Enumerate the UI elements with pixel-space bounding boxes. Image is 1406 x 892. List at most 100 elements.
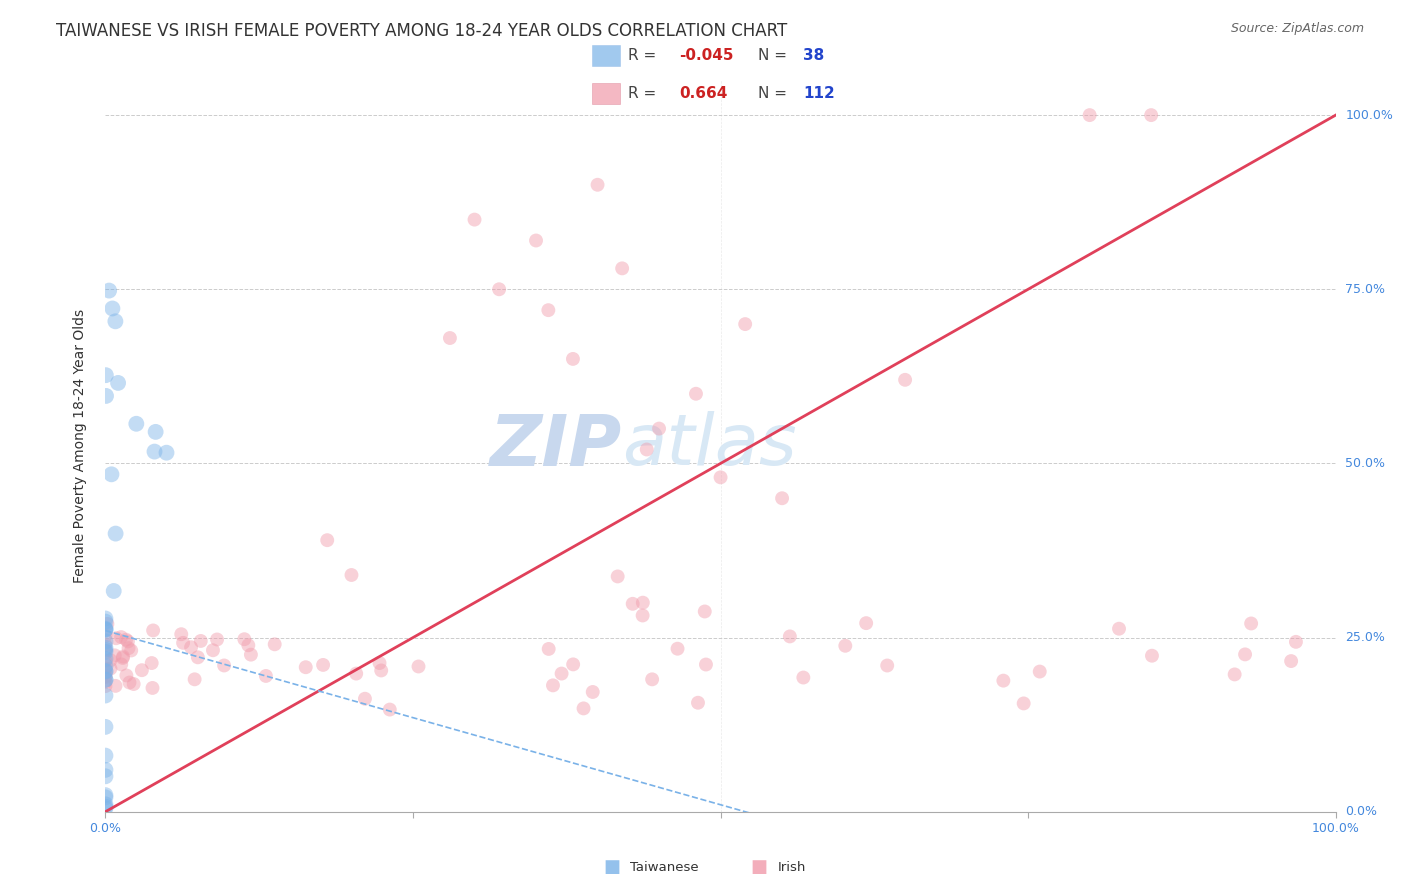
- Point: [631, 608, 654, 623]
- Text: ■: ■: [751, 858, 768, 876]
- Text: 75.0%: 75.0%: [1346, 283, 1385, 296]
- Point: [94, 629, 117, 643]
- Y-axis label: Female Poverty Among 18-24 Year Olds: Female Poverty Among 18-24 Year Olds: [73, 309, 87, 583]
- Point: [834, 639, 856, 653]
- Point: [734, 317, 756, 331]
- Point: [855, 616, 877, 631]
- Point: [94, 748, 117, 763]
- Point: [439, 331, 461, 345]
- Point: [94, 623, 117, 637]
- Text: 25.0%: 25.0%: [1346, 631, 1385, 644]
- Point: [94, 622, 117, 636]
- Point: [370, 664, 392, 678]
- Point: [112, 649, 135, 664]
- Text: Irish: Irish: [778, 861, 806, 873]
- Text: 100.0%: 100.0%: [1346, 109, 1393, 121]
- Point: [201, 643, 224, 657]
- Point: [115, 668, 138, 682]
- Point: [94, 611, 117, 625]
- Point: [562, 351, 585, 366]
- Point: [94, 799, 117, 814]
- Point: [101, 301, 124, 316]
- Point: [94, 679, 117, 693]
- Point: [340, 568, 363, 582]
- Point: [143, 444, 166, 458]
- Point: [94, 654, 117, 668]
- Point: [239, 648, 262, 662]
- Point: [94, 652, 117, 666]
- Bar: [592, 83, 620, 104]
- Point: [212, 658, 235, 673]
- Point: [1078, 108, 1101, 122]
- Text: N =: N =: [758, 48, 787, 63]
- Point: [254, 669, 277, 683]
- Point: [205, 632, 228, 647]
- Point: [94, 389, 117, 403]
- Point: [94, 674, 117, 689]
- Point: [378, 702, 401, 716]
- Point: [354, 691, 377, 706]
- Point: [94, 720, 117, 734]
- Point: [155, 446, 177, 460]
- Point: [170, 627, 193, 641]
- Point: [104, 648, 127, 663]
- Point: [876, 658, 898, 673]
- Point: [100, 662, 122, 676]
- Point: [125, 417, 148, 431]
- Point: [94, 673, 117, 687]
- Point: [685, 386, 707, 401]
- Point: [488, 282, 510, 296]
- Point: [1234, 648, 1257, 662]
- Text: Source: ZipAtlas.com: Source: ZipAtlas.com: [1230, 22, 1364, 36]
- Point: [710, 470, 733, 484]
- Point: [695, 657, 717, 672]
- Point: [792, 671, 814, 685]
- Point: [368, 656, 391, 670]
- Point: [1012, 697, 1035, 711]
- Point: [312, 657, 335, 672]
- Point: [1223, 667, 1246, 681]
- Text: Taiwanese: Taiwanese: [630, 861, 699, 873]
- Point: [107, 376, 129, 390]
- Point: [541, 678, 564, 692]
- Point: [344, 666, 367, 681]
- Text: N =: N =: [758, 86, 787, 101]
- Point: [141, 656, 163, 670]
- Point: [1240, 616, 1263, 631]
- Text: 112: 112: [803, 86, 835, 101]
- Point: [1285, 635, 1308, 649]
- Text: R =: R =: [628, 48, 657, 63]
- Point: [190, 634, 212, 648]
- Point: [94, 689, 117, 703]
- Point: [94, 642, 117, 657]
- Point: [104, 526, 127, 541]
- Point: [94, 638, 117, 652]
- Point: [183, 673, 205, 687]
- Point: [550, 666, 572, 681]
- Point: [408, 659, 430, 673]
- Point: [111, 651, 134, 665]
- Point: [294, 660, 316, 674]
- Text: atlas: atlas: [621, 411, 797, 481]
- Point: [94, 623, 117, 637]
- Point: [606, 569, 628, 583]
- Point: [648, 421, 671, 435]
- Point: [131, 663, 153, 677]
- Point: [100, 467, 122, 482]
- Point: [263, 637, 285, 651]
- Point: [98, 284, 121, 298]
- Point: [770, 491, 793, 506]
- Point: [636, 442, 658, 457]
- Point: [141, 681, 163, 695]
- Point: [94, 645, 117, 659]
- Point: [238, 638, 260, 652]
- Point: [142, 624, 165, 638]
- Point: [94, 665, 117, 680]
- Point: [94, 769, 117, 783]
- Point: [187, 650, 209, 665]
- Point: [464, 212, 486, 227]
- Point: [104, 679, 127, 693]
- Text: -0.045: -0.045: [679, 48, 734, 63]
- Point: [537, 642, 560, 657]
- Point: [1140, 108, 1163, 122]
